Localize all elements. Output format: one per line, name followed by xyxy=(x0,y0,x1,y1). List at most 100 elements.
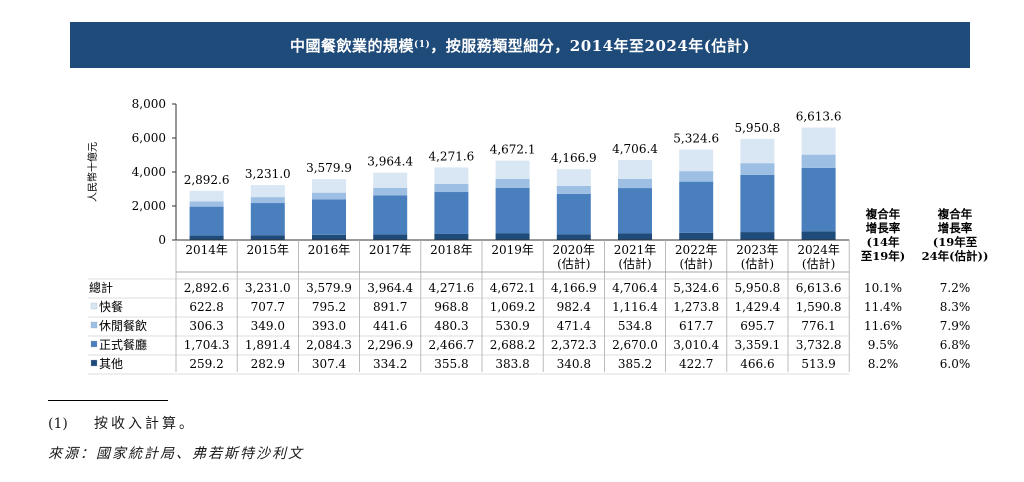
bar-total-label: 4,271.6 xyxy=(428,149,474,163)
table-cell: 534.8 xyxy=(618,319,652,333)
bar-segment xyxy=(495,178,530,188)
x-tick-label: 2020年 xyxy=(553,243,596,257)
bar-segment xyxy=(556,169,591,186)
bar-segment xyxy=(740,163,775,175)
table-cell: 982.4 xyxy=(557,300,592,314)
bar-segment xyxy=(189,201,224,207)
table-cell: 259.2 xyxy=(189,357,223,371)
bar-segment xyxy=(312,199,346,235)
table-cell: 4,706.4 xyxy=(612,281,658,295)
bar-segment xyxy=(556,193,591,235)
table-cell: 282.9 xyxy=(251,357,285,371)
x-tick-label: 2015年 xyxy=(247,243,290,257)
bar-total-label: 4,706.4 xyxy=(612,142,658,156)
table-cell: 334.2 xyxy=(373,357,407,371)
table-cell: 383.8 xyxy=(495,357,529,371)
x-tick-label: 2016年 xyxy=(308,243,351,257)
bar-segment xyxy=(189,235,224,240)
chart-title-rest: ，按服務類型細分，2014年至2024年(估計) xyxy=(430,36,750,55)
bar-total-label: 3,964.4 xyxy=(367,155,413,169)
bar-segment xyxy=(373,195,408,235)
cagr-14-19-value: 9.5% xyxy=(868,338,899,352)
table-cell: 513.9 xyxy=(801,357,835,371)
bar-segment xyxy=(373,234,408,240)
table-cell: 1,069.2 xyxy=(490,300,536,314)
table-cell: 530.9 xyxy=(495,319,529,333)
x-tick-label: 2023年 xyxy=(736,243,779,257)
table-cell: 5,950.8 xyxy=(734,281,780,295)
bar-segment xyxy=(189,190,224,202)
table-cell: 393.0 xyxy=(312,319,346,333)
legend-marker xyxy=(90,340,98,348)
table-row-label: 休閒餐飲 xyxy=(99,318,147,333)
chart-title: 中國餐飲業的規模 xyxy=(290,36,415,55)
bar-segment xyxy=(556,185,591,194)
table-row-label: 快餐 xyxy=(99,299,123,314)
table-cell: 1,891.4 xyxy=(245,338,291,352)
x-tick-label: 2014年 xyxy=(185,243,228,257)
table-cell: 1,116.4 xyxy=(612,300,658,314)
bar-segment xyxy=(434,183,469,193)
footnote-number: (1) xyxy=(48,416,68,432)
bar-segment xyxy=(250,185,285,198)
stacked-bar-chart: 0 2,000 4,000 6,000 8,000 人民幣十億元 2,892.6 3,231.… xyxy=(86,97,989,375)
bar-segment xyxy=(801,154,836,168)
table-cell: 471.4 xyxy=(557,319,592,333)
cagr-14-19-value: 11.6% xyxy=(864,319,902,333)
legend-marker xyxy=(90,321,98,329)
table-cell: 707.7 xyxy=(251,300,285,314)
table-row-label: 正式餐廳 xyxy=(99,337,147,352)
bar-total-label: 4,672.1 xyxy=(490,143,536,157)
bar-segment xyxy=(250,203,285,236)
table-cell: 891.7 xyxy=(373,300,407,314)
table-cell: 441.6 xyxy=(373,319,407,333)
x-tick-label: 2024年 xyxy=(797,243,840,257)
x-tick-label: 2022年 xyxy=(675,243,718,257)
table-cell: 2,296.9 xyxy=(367,338,413,352)
bar-segment xyxy=(618,188,652,234)
table-cell: 968.8 xyxy=(434,300,468,314)
cagr-header: 至19年) xyxy=(861,249,905,263)
table-cell: 1,590.8 xyxy=(796,300,842,314)
bar-segment xyxy=(679,181,714,233)
x-tick-label: 2017年 xyxy=(369,243,412,257)
cagr-header: 增長率 xyxy=(866,221,901,235)
table-cell: 3,732.8 xyxy=(796,338,842,352)
table-cell: 795.2 xyxy=(312,300,346,314)
table-cell: 4,271.6 xyxy=(428,281,474,295)
y-axis-label: 人民幣十億元 xyxy=(86,142,99,202)
bar-segment xyxy=(618,233,652,240)
bar-segment xyxy=(679,149,714,172)
cagr-header: 24年(估計)) xyxy=(922,249,989,263)
table-cell: 622.8 xyxy=(189,300,223,314)
bar-total-label: 3,231.0 xyxy=(245,167,291,181)
cagr-header: 增長率 xyxy=(938,221,973,235)
bar-total-label: 5,950.8 xyxy=(734,121,780,135)
x-tick-label: (估計) xyxy=(802,256,835,271)
bar-total-label: 2,892.6 xyxy=(184,173,230,187)
cagr-19-24-value: 6.0% xyxy=(940,357,971,371)
bar-segment xyxy=(250,235,285,240)
legend-marker xyxy=(90,359,98,367)
table-cell: 306.3 xyxy=(189,319,223,333)
table-cell: 1,273.8 xyxy=(673,300,719,314)
cagr-19-24-value: 8.3% xyxy=(940,300,971,314)
bar-total-label: 6,613.6 xyxy=(796,110,842,124)
bar-segment xyxy=(373,172,408,188)
bar-segment xyxy=(495,233,530,240)
cagr-19-24-value: 7.2% xyxy=(940,281,971,295)
x-tick-label: 2019年 xyxy=(491,243,534,257)
bar-segment xyxy=(312,179,346,193)
bar-segment xyxy=(618,178,652,189)
bar-segment xyxy=(801,127,836,155)
bar-segment xyxy=(434,233,469,240)
table-cell: 4,166.9 xyxy=(551,281,597,295)
cagr-14-19-value: 11.4% xyxy=(864,300,902,314)
cagr-14-19-value: 10.1% xyxy=(864,281,902,295)
bar-segment xyxy=(434,167,469,184)
y-tick-label: 4,000 xyxy=(132,165,166,179)
table-cell: 307.4 xyxy=(312,357,347,371)
cagr-header: 複合年 xyxy=(937,207,973,221)
table-cell: 2,892.6 xyxy=(184,281,230,295)
bar-segment xyxy=(801,231,836,240)
